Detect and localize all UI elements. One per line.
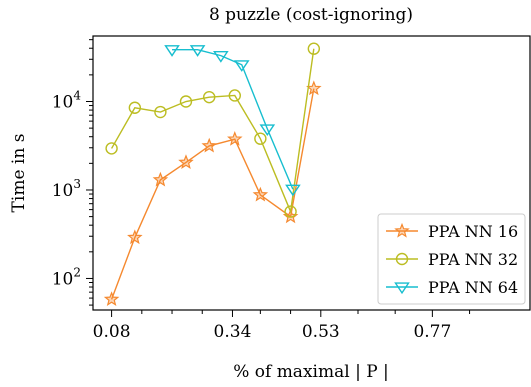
x-axis-label: % of maximal | P | (233, 362, 389, 382)
y-tick-exponent: 4 (73, 89, 81, 103)
legend-marker (395, 252, 409, 266)
series-3 (164, 45, 301, 197)
series-line (110, 48, 315, 215)
data-point (213, 51, 229, 63)
x-tick-label: 0.08 (93, 322, 131, 342)
legend-marker (394, 222, 410, 238)
data-point (105, 142, 118, 155)
y-tick-label: 102 (52, 265, 81, 289)
data-point (179, 95, 193, 108)
series-2 (105, 42, 321, 218)
data-point (178, 154, 194, 170)
y-tick-label: 103 (52, 177, 81, 201)
y-tick-base: 10 (52, 93, 74, 113)
data-point (252, 186, 269, 202)
legend-item: PPA NN 64 (386, 278, 518, 297)
data-point (259, 124, 276, 137)
legend-marker (394, 282, 410, 295)
legend-label: PPA NN 32 (428, 250, 518, 269)
data-point (227, 131, 243, 146)
data-point (228, 89, 241, 102)
data-point (284, 205, 297, 218)
data-point (233, 60, 250, 72)
data-point (307, 42, 321, 55)
data-point (127, 229, 143, 245)
x-tick-label: 0.34 (214, 322, 252, 342)
data-point (203, 90, 216, 104)
data-point (201, 137, 217, 153)
data-point (306, 80, 322, 96)
x-tick-label: 0.77 (413, 322, 451, 342)
y-axis-label: Time in s (9, 134, 29, 213)
data-point (103, 291, 120, 306)
x-axis: 0.08 0.34 0.53 0.77 (93, 310, 471, 342)
data-point (189, 45, 206, 57)
legend-label: PPA NN 64 (428, 278, 518, 297)
data-point (254, 132, 267, 145)
y-tick-label: 104 (52, 89, 82, 113)
y-tick-base: 10 (52, 269, 74, 289)
legend-item: PPA NN 32 (386, 250, 518, 269)
y-tick-exponent: 2 (73, 265, 81, 279)
legend-label: PPA NN 16 (428, 222, 518, 241)
chart-title: 8 puzzle (cost-ignoring) (209, 5, 413, 25)
legend: PPA NN 16 PPA NN 32 PPA NN 64 (377, 213, 526, 305)
y-tick-exponent: 3 (73, 177, 81, 191)
data-point (164, 45, 180, 57)
plot-frame (92, 35, 531, 311)
series-1 (103, 80, 322, 306)
legend-box (377, 213, 526, 305)
data-point (154, 105, 167, 119)
data-point (152, 171, 169, 187)
y-tick-base: 10 (52, 181, 74, 201)
series-line (110, 88, 315, 300)
legend-item: PPA NN 16 (386, 222, 518, 241)
data-point (128, 101, 142, 114)
data-point (285, 184, 301, 197)
series-group (103, 42, 322, 306)
x-tick-label: 0.53 (302, 322, 340, 342)
